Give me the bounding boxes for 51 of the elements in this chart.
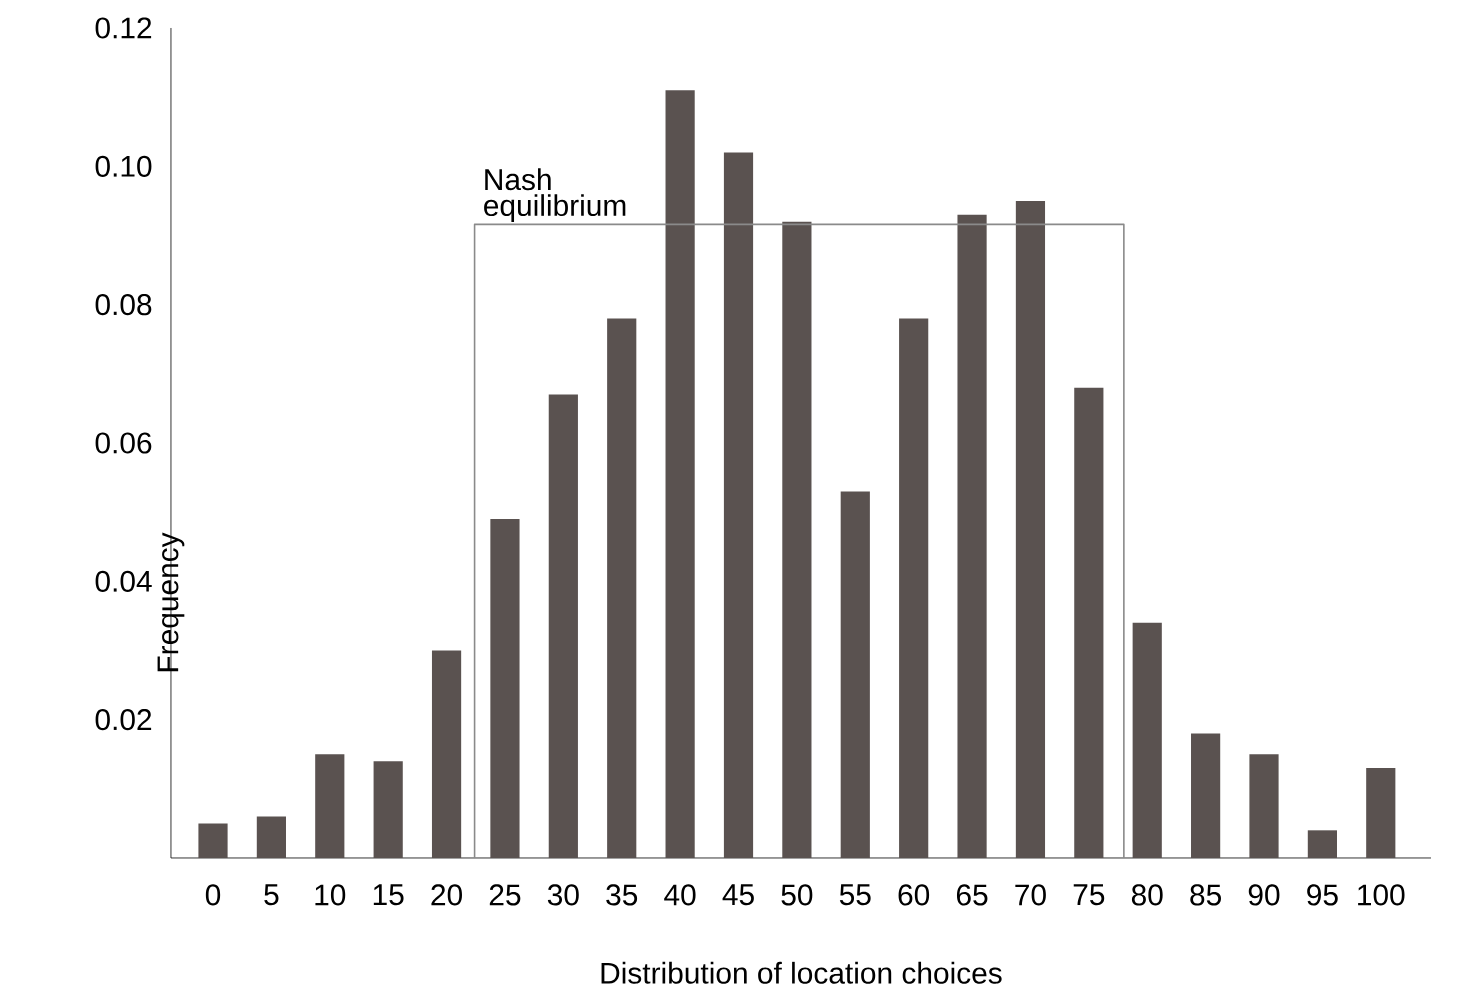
x-tick-label: 35 — [606, 884, 638, 906]
x-tick-label: 15 — [373, 884, 404, 906]
x-tick-label: 60 — [898, 884, 930, 906]
x-tick-label: 85 — [1190, 884, 1221, 906]
x-tick-label: 20 — [431, 884, 462, 906]
y-axis-title: Frequency — [157, 532, 185, 672]
y-tick-label: 0.06 — [95, 432, 152, 454]
x-tick-label: 45 — [722, 884, 754, 906]
x-tick-label: 25 — [489, 884, 521, 906]
y-tick-label: 0.04 — [95, 570, 152, 592]
x-tick-label: 100 — [1358, 884, 1405, 906]
x-tick-label: 30 — [547, 884, 579, 906]
y-tick-label: 0.02 — [95, 709, 152, 731]
bar — [1015, 200, 1046, 858]
bar — [548, 394, 578, 858]
x-tick-label: 55 — [839, 884, 871, 906]
bar — [490, 519, 520, 858]
bar — [1249, 754, 1279, 858]
bar — [723, 152, 754, 858]
x-tick-label: 80 — [1131, 884, 1163, 906]
x-tick-label: 40 — [664, 884, 696, 906]
x-tick-label: 0 — [205, 884, 221, 906]
bar — [315, 754, 345, 858]
bar — [198, 823, 228, 858]
x-tick-label: 10 — [315, 884, 346, 906]
bar — [431, 650, 462, 858]
bar — [607, 318, 637, 858]
y-tick-label: 0.10 — [95, 155, 152, 177]
x-tick-label: 95 — [1307, 884, 1338, 906]
bar — [782, 221, 812, 858]
bar — [373, 761, 403, 858]
x-tick-label: 5 — [264, 884, 279, 906]
x-tick-label: 90 — [1248, 884, 1280, 906]
x-tick-label: 65 — [956, 884, 988, 906]
bar — [957, 214, 987, 858]
series-label: Nash equilibrium — [484, 168, 626, 222]
y-tick-label: 0.12 — [95, 17, 152, 39]
bar — [1191, 733, 1221, 858]
x-axis-title: Distribution of location choices — [601, 961, 1002, 984]
y-tick-label: 0.08 — [95, 294, 152, 316]
bar — [665, 90, 695, 858]
bar — [1074, 387, 1104, 858]
bar — [1307, 830, 1337, 858]
bar — [1366, 768, 1396, 858]
bar — [899, 318, 929, 858]
x-tick-label: 50 — [781, 884, 813, 906]
bar — [256, 816, 286, 858]
bar — [840, 491, 870, 858]
x-tick-label: 75 — [1073, 884, 1105, 906]
bar — [1132, 622, 1162, 858]
x-tick-label: 70 — [1015, 884, 1046, 906]
